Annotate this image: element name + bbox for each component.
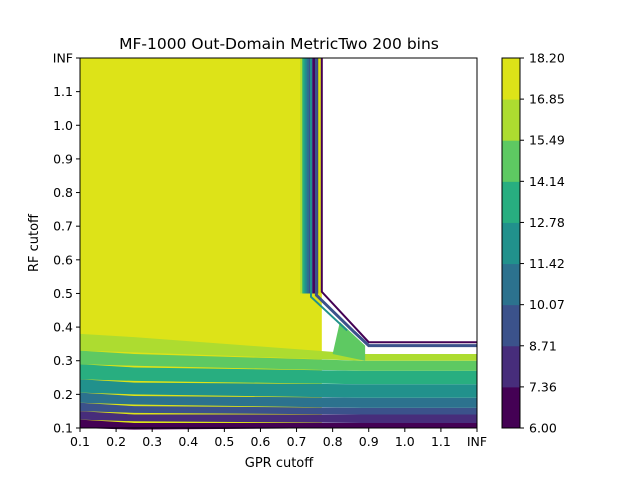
- colorbar-label: 16.85: [529, 92, 565, 107]
- y-tick-label: 0.1: [53, 421, 73, 436]
- y-tick-label: INF: [53, 51, 73, 66]
- y-tick-label: 0.8: [53, 185, 73, 200]
- contour-band-2: [80, 402, 477, 415]
- x-tick-label: 0.5: [214, 434, 234, 449]
- y-tick-label: 0.5: [53, 286, 73, 301]
- colorbar-swatch: [502, 386, 520, 429]
- x-tick-label: 0.6: [251, 434, 271, 449]
- contour-band-1: [80, 411, 477, 423]
- colorbar-swatch: [502, 58, 520, 100]
- colorbar-label: 10.07: [529, 297, 565, 312]
- colorbar-swatch: [502, 263, 520, 306]
- y-tick-label: 1.1: [53, 84, 73, 99]
- colorbar-frame: [501, 57, 521, 429]
- y-tick-label: 0.6: [53, 252, 73, 267]
- contour-band-3: [80, 392, 477, 408]
- colorbar: 6.00 7.36 8.71 10.07 11.42 12.78 14.14 15.49 16.…: [501, 51, 565, 436]
- x-tick-label: 0.7: [287, 434, 307, 449]
- y-tick-label: 0.2: [53, 387, 73, 402]
- contour-band-6: [80, 350, 477, 371]
- chart-title: MF-1000 Out-Domain MetricTwo 200 bins: [119, 35, 439, 53]
- x-tick-label: 0.2: [106, 434, 126, 449]
- x-tick-label: 0.4: [178, 434, 198, 449]
- contour-band-0: [80, 419, 477, 430]
- x-tick-label: 0.9: [359, 434, 379, 449]
- colorbar-label: 6.00: [529, 421, 557, 436]
- y-tick-label: 0.3: [53, 353, 73, 368]
- contour-band-6-wedge: [332, 322, 366, 361]
- colorbar-swatch: [502, 345, 520, 388]
- x-tick-label: 0.1: [70, 434, 90, 449]
- contour-band-7: [80, 333, 477, 361]
- colorbar-label: 11.42: [529, 256, 565, 271]
- y-axis: 0.1 0.2 0.3 0.4 0.5 0.6 0.7 0.8 0.9 1.0 1.1 INF: [53, 51, 80, 436]
- colorbar-label: 8.71: [529, 338, 557, 353]
- plot-frame: [79, 57, 478, 429]
- colorbar-label: 12.78: [529, 215, 565, 230]
- y-tick-label: 0.7: [53, 219, 73, 234]
- colorbar-label: 14.14: [529, 174, 565, 189]
- colorbar-swatch: [502, 304, 520, 347]
- colorbar-label: 15.49: [529, 133, 565, 148]
- missing-region: [321, 58, 477, 343]
- x-tick-label: 0.3: [142, 434, 162, 449]
- edge-ramp: [314, 58, 477, 348]
- y-tick-label: 1.0: [53, 118, 73, 133]
- y-tick-label: 0.4: [53, 320, 73, 335]
- x-tick-label: 0.8: [323, 434, 343, 449]
- x-axis-label: GPR cutoff: [245, 456, 315, 471]
- y-tick-label: 0.9: [53, 151, 73, 166]
- colorbar-label: 7.36: [529, 379, 557, 394]
- x-axis: 0.1 0.2 0.3 0.4 0.5 0.6 0.7 0.8 0.9 1.0 1.1 INF: [70, 428, 487, 449]
- colorbar-swatch: [502, 222, 520, 265]
- x-tick-label: INF: [467, 434, 487, 449]
- x-tick-label: 1.1: [431, 434, 451, 449]
- edge-ramp-inner: [309, 58, 348, 332]
- plot-area: [79, 57, 478, 430]
- x-tick-label: 1.0: [395, 434, 415, 449]
- contour-band-4: [80, 379, 477, 398]
- colorbar-swatch: [502, 99, 520, 141]
- contour-band-8: [80, 58, 322, 428]
- missing-region-edge: [320, 58, 477, 344]
- y-axis-label: RF cutoff: [27, 213, 42, 272]
- colorbar-label: 18.20: [529, 51, 565, 66]
- colorbar-swatch: [502, 140, 520, 182]
- contour-band-5: [80, 364, 477, 385]
- colorbar-swatch: [502, 181, 520, 223]
